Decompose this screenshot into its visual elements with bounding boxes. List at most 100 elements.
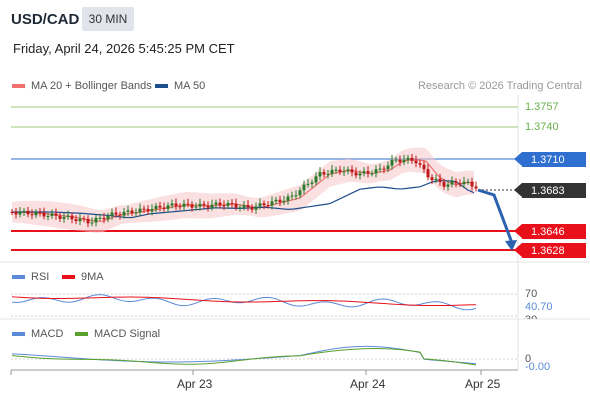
candle-body — [338, 169, 342, 173]
candle-body — [318, 172, 322, 177]
candle-body — [214, 202, 218, 205]
candle-body — [18, 212, 22, 215]
level-s1-label: 1.3646 — [531, 225, 565, 238]
timeframe-button[interactable]: 30 MIN — [82, 7, 134, 31]
rsi-swatch-icon — [12, 275, 25, 279]
macd-lines — [11, 345, 477, 366]
candle-body — [330, 169, 334, 174]
candle-body — [438, 178, 442, 182]
candle-body — [350, 169, 354, 173]
rsi-30-label: 30 — [525, 314, 537, 319]
candle-body — [54, 213, 58, 216]
level-r1-label: 1.3740 — [525, 121, 559, 133]
candle-body — [446, 184, 450, 187]
candle-body — [94, 217, 98, 223]
candle-body — [390, 159, 394, 166]
chart-frame — [0, 95, 590, 371]
candle-body — [182, 203, 186, 207]
candle-body — [206, 205, 210, 208]
candle-body — [310, 182, 314, 184]
candle-body — [270, 201, 274, 206]
candle-body — [454, 181, 458, 184]
legend-macd: MACD — [12, 328, 63, 340]
candle-body — [150, 209, 154, 212]
candle-body — [110, 212, 114, 216]
candle-body — [442, 181, 446, 187]
legend-rsi-label: RSI — [31, 271, 50, 283]
macd-signal-line — [11, 348, 477, 366]
x-label-apr25: Apr 25 — [465, 377, 501, 391]
candle-body — [10, 212, 14, 213]
candle-body — [314, 176, 318, 183]
last-price-label: 1.3683 — [531, 184, 565, 197]
candle-body — [66, 215, 70, 217]
level-pivot-tag: 1.3710 — [514, 152, 586, 167]
candle-body — [306, 183, 310, 185]
candle-body — [414, 160, 418, 164]
candle-body — [266, 205, 270, 207]
candle-body — [262, 203, 266, 206]
candle-body — [366, 171, 370, 174]
last-price-tag: 1.3683 — [514, 183, 586, 198]
candle-body — [30, 214, 34, 216]
candle-body — [242, 204, 246, 208]
x-label-apr24: Apr 24 — [350, 377, 386, 391]
projection-arrow-icon — [477, 188, 517, 251]
candle-body — [466, 181, 470, 183]
candle-body — [470, 181, 474, 187]
level-s2-tag: 1.3628 — [514, 243, 586, 258]
macd-line — [11, 345, 477, 365]
candle-body — [114, 212, 118, 215]
candle-body — [274, 199, 278, 202]
candle-body — [198, 203, 202, 207]
candle-body — [430, 177, 434, 181]
candle-body — [146, 208, 150, 212]
rsi-lines — [11, 294, 477, 311]
candle-body — [154, 205, 158, 210]
legend-macd-signal-label: MACD Signal — [94, 328, 161, 340]
candle-body — [130, 210, 134, 214]
candle-body — [250, 207, 254, 210]
candle-body — [434, 178, 438, 181]
candle-body — [34, 212, 38, 216]
candle-body — [158, 205, 162, 208]
candle-body — [462, 181, 466, 185]
candle-body — [38, 212, 42, 214]
candle-body — [450, 181, 454, 185]
candle-body — [162, 207, 166, 209]
candle-body — [178, 206, 182, 208]
ma50-swatch-icon — [155, 84, 168, 88]
candle-body — [326, 173, 330, 175]
candle-body — [202, 203, 206, 206]
candle-body — [14, 212, 18, 215]
candle-body — [418, 163, 422, 165]
candle-body — [22, 210, 26, 213]
candle-body — [86, 219, 90, 224]
candle-body — [126, 210, 130, 212]
candle-body — [142, 208, 146, 210]
legend-rsi: RSI — [12, 271, 49, 283]
legend-rsi-ma: 9MA — [62, 271, 104, 283]
candle-body — [290, 195, 294, 197]
candle-body — [278, 199, 282, 203]
level-r2-label: 1.3757 — [525, 101, 559, 113]
candle-body — [218, 202, 222, 206]
candle-body — [406, 157, 410, 160]
ma20-swatch-icon — [12, 84, 25, 88]
legend-rsi-ma-label: 9MA — [81, 271, 104, 283]
rsi-value-label: 40.70 — [525, 301, 553, 313]
candle-body — [78, 218, 82, 222]
candle-body — [90, 222, 94, 224]
candles — [10, 153, 478, 228]
rsi-ma-swatch-icon — [62, 275, 75, 279]
legend-macd-label: MACD — [31, 328, 64, 340]
candle-body — [194, 206, 198, 208]
candle-body — [138, 208, 142, 213]
candle-body — [210, 204, 214, 208]
candle-body — [282, 200, 286, 203]
research-credit: Research © 2026 Trading Central — [417, 80, 582, 92]
candle-body — [122, 211, 126, 216]
candle-body — [402, 159, 406, 163]
legend-ma20-label: MA 20 + Bollinger Bands — [31, 80, 152, 92]
